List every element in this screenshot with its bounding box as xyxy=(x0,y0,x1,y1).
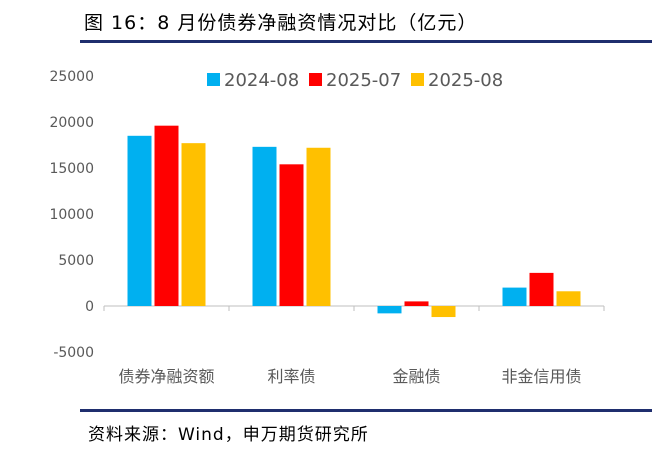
bar-2024-08 xyxy=(502,287,527,306)
y-tick-label: 0 xyxy=(85,299,94,315)
y-tick-label: 10000 xyxy=(49,207,94,223)
legend-swatch-2025-08 xyxy=(411,73,424,86)
legend-swatch-2025-07 xyxy=(309,73,322,86)
figure-title: 图 16：8 月份债券净融资情况对比（亿元） xyxy=(84,12,478,34)
y-tick-label: 25000 xyxy=(49,69,94,85)
bar-2025-07 xyxy=(529,272,554,306)
y-tick-label: -5000 xyxy=(53,345,94,361)
y-tick-label: 15000 xyxy=(49,161,94,177)
x-tick-label: 非金信用债 xyxy=(501,367,581,386)
legend-label: 2025-08 xyxy=(428,70,503,91)
bar-2024-08 xyxy=(377,306,402,314)
x-tick-label: 利率债 xyxy=(267,367,315,386)
bar-2025-07 xyxy=(279,164,304,306)
source-rule xyxy=(80,409,652,412)
bar-2025-08 xyxy=(181,143,206,306)
bar-2025-07 xyxy=(404,301,429,306)
source-note: 资料来源：Wind，申万期货研究所 xyxy=(88,425,369,445)
legend-label: 2024-08 xyxy=(224,70,299,91)
bar-2025-08 xyxy=(306,147,331,306)
bar-2025-08 xyxy=(556,291,581,306)
legend-label: 2025-07 xyxy=(326,70,401,91)
y-tick-label: 20000 xyxy=(49,115,94,131)
x-tick-label: 金融债 xyxy=(392,367,440,386)
bar-2025-07 xyxy=(154,125,179,307)
bar-2024-08 xyxy=(127,135,152,306)
title-rule xyxy=(80,40,652,43)
bar-2025-08 xyxy=(431,306,456,318)
x-tick-label: 债券净融资额 xyxy=(118,367,214,386)
y-tick-label: 5000 xyxy=(58,253,94,269)
bar-2024-08 xyxy=(252,146,277,306)
legend-swatch-2024-08 xyxy=(207,73,220,86)
